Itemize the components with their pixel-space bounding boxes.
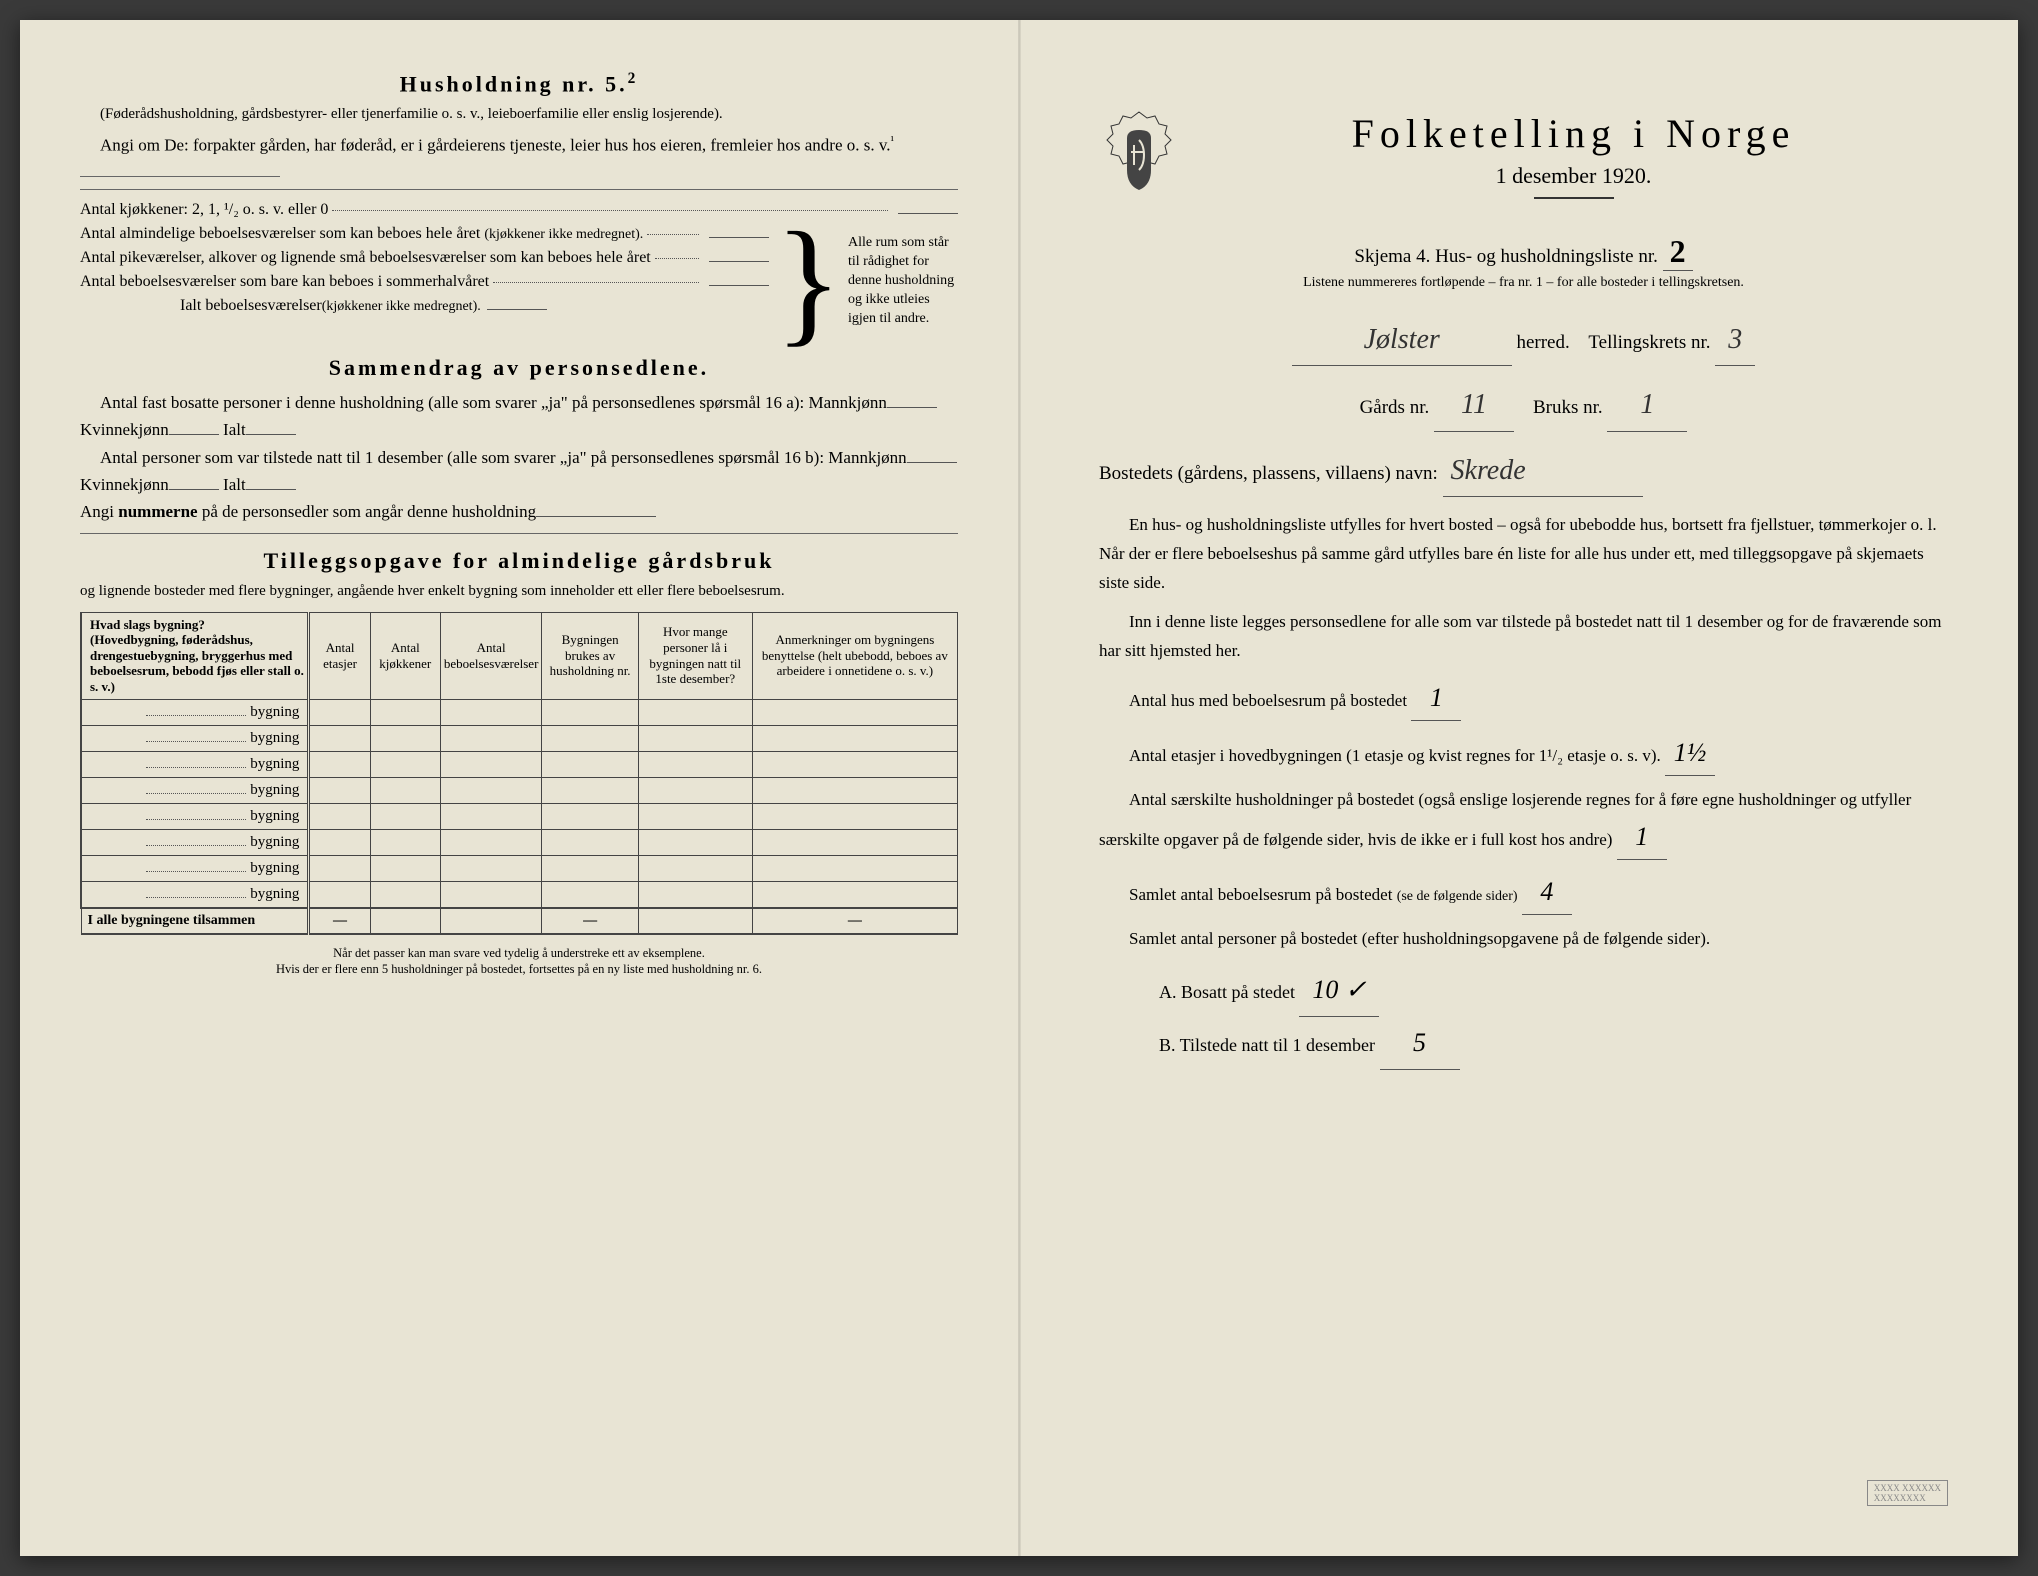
room-total-note: (kjøkkener ikke medregnet). bbox=[322, 296, 481, 317]
th-vaerelser: Antal beboelsesværelser bbox=[440, 612, 542, 699]
th-personer: Hvor mange personer lå i bygningen natt … bbox=[638, 612, 752, 699]
q1: Antal hus med beboelsesrum på bostedet 1 bbox=[1099, 676, 1948, 721]
kitchen-label: Antal kjøkkener: 2, 1, ¹/₂ o. s. v. elle… bbox=[80, 198, 328, 222]
left-page: Husholdning nr. 5.2 (Føderådshusholdning… bbox=[20, 20, 1019, 1556]
h5-desc: (Føderådshusholdning, gårdsbestyrer- ell… bbox=[80, 105, 958, 125]
skjema-nr: 2 bbox=[1663, 233, 1693, 271]
table-row: bygning bbox=[81, 751, 958, 777]
table-row: bygning bbox=[81, 777, 958, 803]
bosted-row: Bostedets (gårdens, plassens, villaens) … bbox=[1099, 446, 1948, 497]
room-block: Antal kjøkkener: 2, 1, ¹/₂ o. s. v. elle… bbox=[80, 198, 958, 341]
summary-angi: Angi nummerne på de personsedler som ang… bbox=[80, 498, 958, 525]
table-row: bygning bbox=[81, 881, 958, 908]
main-title: Folketelling i Norge bbox=[1199, 110, 1948, 157]
info-p2: Inn i denne liste legges personsedlene f… bbox=[1099, 608, 1948, 666]
krets-val: 3 bbox=[1715, 315, 1755, 366]
bygning-table: Hvad slags bygning? (Hovedbygning, føder… bbox=[80, 612, 958, 935]
husholdning-title: Husholdning nr. 5.2 bbox=[80, 70, 958, 97]
room1: Antal almindelige beboelsesværelser som … bbox=[80, 222, 643, 246]
room3: Antal beboelsesværelser som bare kan beb… bbox=[80, 270, 489, 294]
table-row: bygning bbox=[81, 803, 958, 829]
bruks-val: 1 bbox=[1607, 380, 1687, 431]
document-spread: Husholdning nr. 5.2 (Føderådshusholdning… bbox=[20, 20, 2018, 1556]
sub-note: Listene nummereres fortløpende – fra nr.… bbox=[1099, 275, 1948, 291]
q3-val: 1 bbox=[1635, 822, 1648, 851]
herred-row: Jølster herred. Tellingskrets nr. 3 bbox=[1099, 315, 1948, 366]
room2: Antal pikeværelser, alkover og lignende … bbox=[80, 246, 651, 270]
tillegg-desc: og lignende bosteder med flere bygninger… bbox=[80, 582, 958, 602]
divider bbox=[1534, 197, 1614, 199]
header-row: Folketelling i Norge 1 desember 1920. bbox=[1099, 110, 1948, 213]
tillegg-title: Tilleggsopgave for almindelige gårdsbruk bbox=[80, 548, 958, 574]
gards-val: 11 bbox=[1434, 380, 1514, 431]
brace-icon: } bbox=[775, 222, 842, 341]
q2: Antal etasjer i hovedbygningen (1 etasje… bbox=[1099, 731, 1948, 776]
herred-val: Jølster bbox=[1292, 315, 1512, 366]
q2-val: 1½ bbox=[1674, 738, 1707, 767]
table-total-row: I alle bygningene tilsammen——— bbox=[81, 908, 958, 934]
h5-sup: 2 bbox=[628, 70, 639, 87]
summary-p1: Antal fast bosatte personer i denne hush… bbox=[80, 389, 958, 443]
right-page: Folketelling i Norge 1 desember 1920. Sk… bbox=[1019, 20, 2018, 1556]
th-kjokken: Antal kjøkkener bbox=[370, 612, 440, 699]
gards-row: Gårds nr. 11 Bruks nr. 1 bbox=[1099, 380, 1948, 431]
summary-p2: Antal personer som var tilstede natt til… bbox=[80, 444, 958, 498]
stamp: XXXX XXXXXXXXXXXXXX bbox=[1867, 1480, 1948, 1506]
th-brukes: Bygningen brukes av husholdning nr. bbox=[542, 612, 638, 699]
h5-angi-text: Angi om De: forpakter gården, har føderå… bbox=[100, 135, 891, 154]
skjema-line: Skjema 4. Hus- og husholdningsliste nr. … bbox=[1099, 233, 1948, 271]
subtitle: 1 desember 1920. bbox=[1199, 163, 1948, 189]
room-total: Ialt beboelsesværelser bbox=[180, 294, 322, 318]
table-row: bygning bbox=[81, 855, 958, 881]
bosted-val: Skrede bbox=[1443, 446, 1643, 497]
q4: Samlet antal beboelsesrum på bostedet (s… bbox=[1099, 870, 1948, 915]
q1-val: 1 bbox=[1430, 683, 1443, 712]
ab-list: A. Bosatt på stedet 10 ✓ B. Tilstede nat… bbox=[1159, 964, 1948, 1070]
footnote: Når det passer kan man svare ved tydelig… bbox=[80, 945, 958, 978]
th-anmerk: Anmerkninger om bygningens benyttelse (h… bbox=[752, 612, 957, 699]
qa-row: A. Bosatt på stedet 10 ✓ bbox=[1159, 964, 1948, 1017]
th-etasjer: Antal etasjer bbox=[309, 612, 370, 699]
q3: Antal særskilte husholdninger på bostede… bbox=[1099, 786, 1948, 860]
table-row: bygning bbox=[81, 829, 958, 855]
th-type: Hvad slags bygning? (Hovedbygning, føder… bbox=[81, 612, 309, 699]
crest-icon bbox=[1099, 110, 1179, 205]
table-row: bygning bbox=[81, 725, 958, 751]
h5-angi: Angi om De: forpakter gården, har føderå… bbox=[80, 131, 958, 185]
table-row: bygning bbox=[81, 699, 958, 725]
qb-val: 5 bbox=[1413, 1028, 1426, 1057]
info-p1: En hus- og husholdningsliste utfylles fo… bbox=[1099, 511, 1948, 598]
q4-val: 4 bbox=[1540, 877, 1553, 906]
q5: Samlet antal personer på bostedet (efter… bbox=[1099, 925, 1948, 954]
qb-row: B. Tilstede natt til 1 desember 5 bbox=[1159, 1017, 1948, 1070]
brace-text: Alle rum som står til rådighet for denne… bbox=[848, 234, 958, 328]
summary-title: Sammendrag av personsedlene. bbox=[80, 355, 958, 381]
qa-val: 10 ✓ bbox=[1312, 975, 1366, 1004]
h5-title-text: Husholdning nr. 5. bbox=[400, 71, 628, 96]
